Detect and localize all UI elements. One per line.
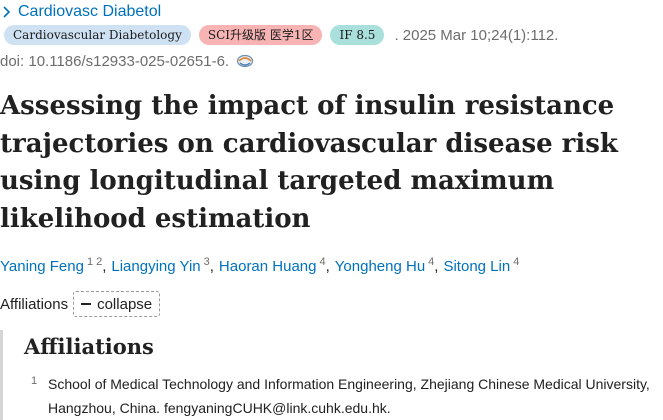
affiliation-text: School of Medical Technology and Informa…: [48, 376, 650, 416]
author-link[interactable]: Haoran Huang: [218, 258, 317, 275]
collapse-button[interactable]: collapse: [73, 291, 161, 317]
author-affiliation-ref[interactable]: 1: [86, 256, 94, 268]
affiliations-toggle-row: Affiliations collapse: [0, 290, 161, 318]
impact-factor-badge[interactable]: IF 8.5: [330, 25, 385, 45]
author-affiliation-ref[interactable]: 4: [513, 256, 520, 268]
minus-icon: [81, 303, 92, 305]
author-separator: ,: [102, 258, 107, 275]
chevron-right-icon: [3, 6, 11, 18]
affiliation-number: 1: [31, 375, 38, 387]
author-separator: ,: [325, 258, 330, 275]
author-link[interactable]: Sitong Lin: [443, 258, 511, 275]
author-separator: ,: [434, 258, 439, 275]
publication-date: . 2025 Mar 10;24(1):112.: [394, 26, 559, 44]
author-affiliation-ref[interactable]: 4: [319, 256, 326, 268]
journal-row: Cardiovasc Diabetol: [0, 2, 161, 22]
journal-link[interactable]: Cardiovasc Diabetol: [0, 3, 161, 21]
author-link[interactable]: Yaning Feng: [0, 258, 84, 275]
sci-rank-badge[interactable]: SCI升级版 医学1区: [198, 25, 323, 45]
author-separator: ,: [209, 258, 214, 275]
collapse-label: collapse: [97, 295, 153, 313]
journal-name[interactable]: Cardiovasc Diabetol: [18, 3, 162, 20]
doi-text[interactable]: doi: 10.1186/s12933-025-02651-6.: [0, 52, 230, 70]
full-text-link-icon[interactable]: [235, 53, 255, 69]
article-title: Assessing the impact of insulin resistan…: [0, 91, 618, 234]
affiliations-label: Affiliations: [0, 295, 69, 313]
affiliations-heading: Affiliations: [24, 334, 154, 359]
author-affiliation-ref[interactable]: 3: [203, 256, 210, 268]
doi-row: doi: 10.1186/s12933-025-02651-6.: [0, 50, 255, 72]
author-list: Yaning Feng 1 2, Liangying Yin 3, Haoran Huan…: [0, 256, 519, 275]
affiliations-section: Affiliations 1 School of Medical Technol…: [0, 330, 663, 420]
author-link[interactable]: Liangying Yin: [111, 258, 201, 275]
author-affiliation-ref[interactable]: 2: [96, 256, 103, 268]
author-affiliation-ref[interactable]: 4: [428, 256, 435, 268]
citation-meta-row: Cardiovascular Diabetology SCI升级版 医学1区 I…: [0, 24, 558, 46]
author-link[interactable]: Yongheng Hu: [334, 258, 426, 275]
journal-badge[interactable]: Cardiovascular Diabetology: [4, 25, 191, 45]
